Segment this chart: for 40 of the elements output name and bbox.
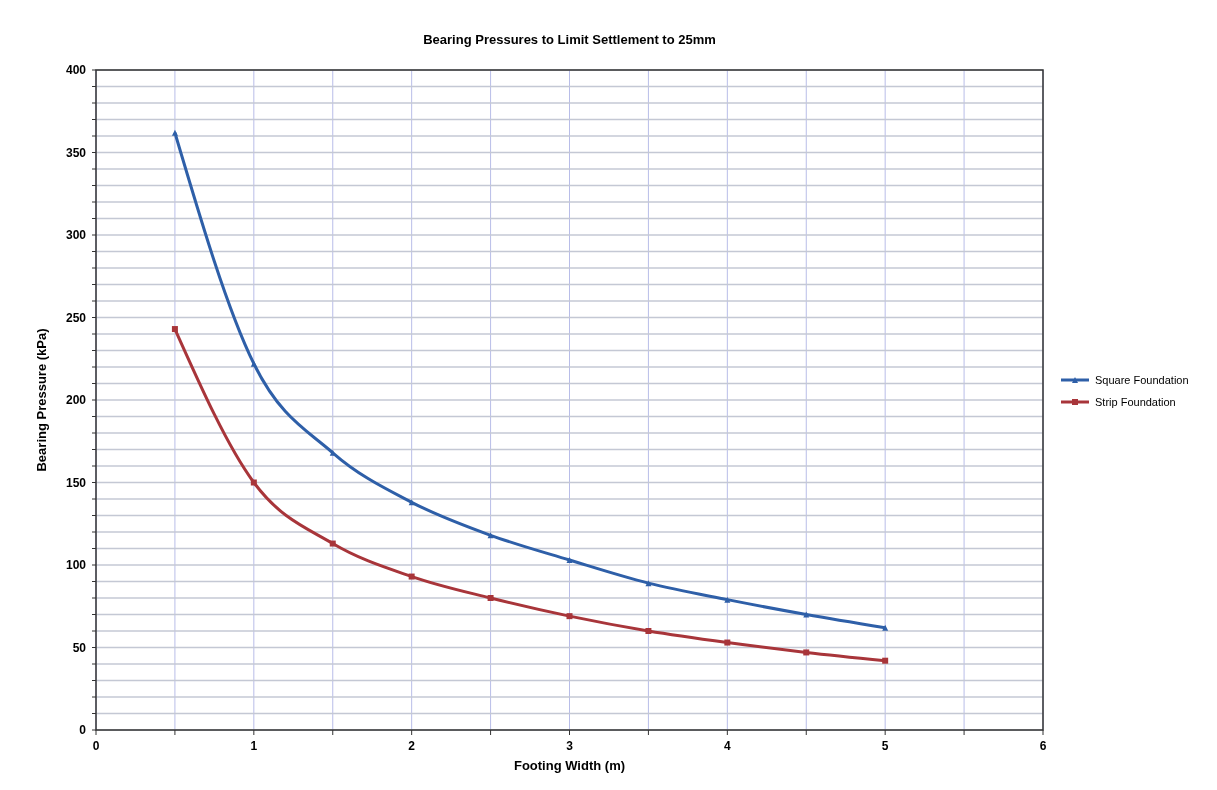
y-tick-label: 100: [65, 558, 87, 572]
point: [724, 639, 731, 646]
point: [329, 540, 336, 547]
y-tick-label: 200: [65, 393, 87, 407]
y-tick-label: 50: [72, 640, 87, 655]
point: [250, 360, 257, 367]
x-tick-label: 4: [723, 739, 731, 753]
y-tick-label: 150: [65, 475, 87, 490]
point: [487, 532, 494, 539]
point: [882, 657, 889, 664]
y-tick-label: 400: [65, 63, 87, 77]
point: [329, 449, 336, 456]
point: [566, 557, 573, 564]
chart-title: Bearing Pressures to Limit Settlement to 25mm: [423, 32, 716, 47]
point: [645, 628, 652, 634]
y-tick-label: 300: [65, 228, 87, 242]
point: [882, 624, 889, 631]
point: [566, 613, 573, 620]
point: [803, 611, 810, 618]
x-tick-label: 2: [408, 739, 416, 753]
point: [724, 596, 731, 603]
point: [803, 649, 810, 656]
y-axis-title: Bearing Pressure (kPa): [34, 328, 49, 472]
point: [408, 573, 415, 580]
point: [171, 326, 178, 333]
x-tick-label: 1: [250, 739, 258, 753]
legend-label: Square Foundation: [1095, 374, 1189, 386]
x-tick-label: 0: [92, 739, 100, 753]
point: [250, 479, 257, 486]
x-tick-label: 5: [881, 739, 889, 753]
x-tick-label: 3: [566, 739, 574, 753]
point: [645, 580, 652, 587]
point: [487, 595, 494, 601]
legend-label: Strip Foundation: [1095, 396, 1176, 408]
x-axis-title: Footing Width (m): [513, 758, 626, 773]
point: [171, 129, 178, 136]
y-tick-label: 0: [79, 723, 87, 737]
x-tick-label: 6: [1039, 739, 1047, 753]
y-tick-label: 250: [65, 310, 87, 325]
y-tick-label: 350: [65, 145, 87, 160]
